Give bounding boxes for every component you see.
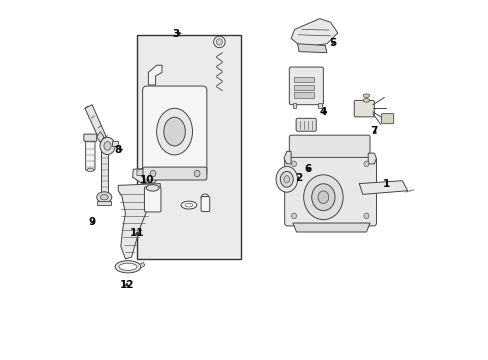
Ellipse shape (146, 185, 159, 191)
Ellipse shape (216, 39, 222, 45)
Ellipse shape (201, 194, 208, 202)
Text: 4: 4 (319, 107, 326, 117)
Ellipse shape (317, 191, 328, 203)
FancyBboxPatch shape (85, 139, 95, 170)
Polygon shape (317, 103, 321, 108)
Ellipse shape (194, 170, 200, 177)
Polygon shape (101, 151, 107, 194)
FancyBboxPatch shape (381, 114, 393, 124)
Polygon shape (148, 65, 162, 85)
Text: 6: 6 (304, 163, 311, 174)
Ellipse shape (363, 213, 368, 219)
Bar (293, 85, 313, 90)
Ellipse shape (303, 175, 343, 220)
Ellipse shape (87, 168, 93, 172)
Text: 11: 11 (129, 228, 144, 238)
Text: 12: 12 (120, 280, 134, 290)
Polygon shape (297, 44, 326, 53)
Text: 2: 2 (294, 173, 301, 183)
Ellipse shape (363, 94, 369, 98)
Ellipse shape (276, 166, 297, 192)
Ellipse shape (280, 171, 293, 187)
Ellipse shape (363, 161, 368, 167)
Text: 10: 10 (140, 175, 154, 185)
Polygon shape (112, 140, 118, 146)
Polygon shape (284, 151, 290, 164)
Text: 8: 8 (114, 144, 122, 154)
Polygon shape (97, 132, 104, 142)
Bar (293, 93, 313, 98)
FancyBboxPatch shape (201, 197, 209, 212)
Ellipse shape (284, 176, 289, 183)
Ellipse shape (291, 161, 296, 167)
FancyBboxPatch shape (296, 118, 316, 131)
FancyBboxPatch shape (289, 67, 323, 105)
Ellipse shape (97, 192, 112, 203)
Ellipse shape (104, 141, 111, 150)
Polygon shape (85, 105, 111, 151)
Bar (293, 77, 313, 82)
Polygon shape (367, 153, 376, 164)
Polygon shape (359, 181, 407, 194)
FancyBboxPatch shape (142, 167, 206, 180)
Text: 7: 7 (370, 126, 377, 135)
FancyBboxPatch shape (284, 157, 376, 226)
Polygon shape (292, 223, 369, 232)
Ellipse shape (311, 184, 334, 211)
Ellipse shape (213, 36, 224, 48)
Polygon shape (290, 19, 337, 47)
FancyBboxPatch shape (83, 134, 97, 141)
Polygon shape (137, 168, 157, 176)
Ellipse shape (363, 99, 369, 102)
Polygon shape (140, 262, 144, 268)
FancyBboxPatch shape (289, 135, 369, 166)
Text: 5: 5 (328, 38, 335, 48)
Ellipse shape (181, 201, 196, 209)
Ellipse shape (119, 263, 137, 270)
FancyBboxPatch shape (142, 86, 206, 177)
FancyBboxPatch shape (353, 100, 373, 117)
Ellipse shape (100, 194, 108, 200)
Polygon shape (292, 103, 296, 108)
Polygon shape (132, 167, 161, 184)
Ellipse shape (100, 137, 115, 154)
Ellipse shape (156, 108, 192, 155)
Text: 1: 1 (382, 179, 389, 189)
Text: 3: 3 (172, 29, 180, 39)
FancyBboxPatch shape (144, 187, 161, 212)
Bar (137, 35, 241, 259)
Ellipse shape (150, 170, 156, 177)
Ellipse shape (115, 261, 141, 273)
Ellipse shape (184, 203, 192, 207)
Ellipse shape (291, 213, 296, 219)
Ellipse shape (163, 117, 185, 146)
Text: 9: 9 (88, 217, 96, 227)
Polygon shape (118, 184, 160, 259)
Polygon shape (97, 201, 111, 205)
